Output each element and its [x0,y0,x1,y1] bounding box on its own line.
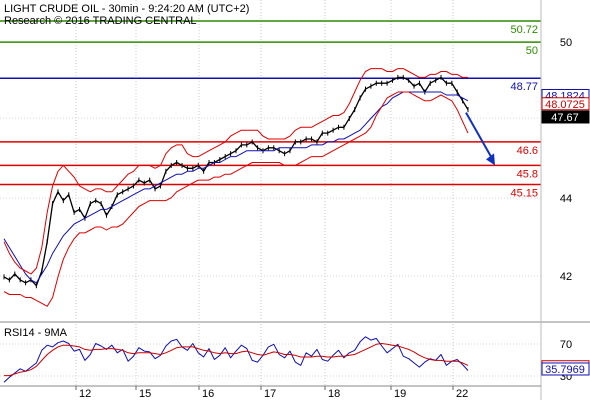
level-label: 48.77 [510,81,538,93]
rsi-panel-label: RSI14 - 9MA [4,327,68,339]
moving-average-line [3,91,469,284]
x-tick-label: 22 [456,388,468,400]
level-lines: 50.72 50 48.77 46.6 45.8 45.15 [0,20,541,199]
bollinger-lower-line [3,91,469,307]
forecast-arrow-group [465,112,495,166]
x-tick-label: 19 [394,388,406,400]
price-series-group [3,68,469,307]
price-tag-text: 47.67 [551,112,579,124]
level-label: 46.6 [517,145,538,157]
bollinger-upper-line [3,68,468,275]
price-tag-box [541,110,590,124]
level-label: 45.8 [517,168,538,180]
rsi-tag-box [541,362,590,376]
price-tag-box [541,97,590,111]
y-tick-label: 44 [560,193,572,205]
y-tick-label: 50 [560,37,572,49]
rsi-ma-line [4,343,469,377]
rsi-line [3,336,469,383]
price-tag-text: 48.0725 [545,99,585,111]
forecast-arrow-shaft [465,112,493,159]
rsi-tag-text: 35.7969 [545,364,585,376]
x-tick-label: 17 [264,388,276,400]
x-tick-label: 12 [79,388,91,400]
chart-title: LIGHT CRUDE OIL - 30min - 9:24:20 AM (UT… [4,3,249,15]
rsi-series-group [3,336,469,383]
level-label: 45.15 [510,187,538,199]
x-tick-label: 18 [328,388,340,400]
chart-subtitle: Research © 2016 TRADING CENTRAL [4,15,197,27]
forecast-arrow-head [486,153,495,166]
y-tick-label: 42 [560,271,572,283]
x-tick-label: 16 [202,388,214,400]
level-label: 50 [526,45,538,57]
level-label: 50.72 [510,24,538,36]
rsi-y-tick-label: 70 [560,339,572,351]
x-tick-label: 15 [139,388,151,400]
